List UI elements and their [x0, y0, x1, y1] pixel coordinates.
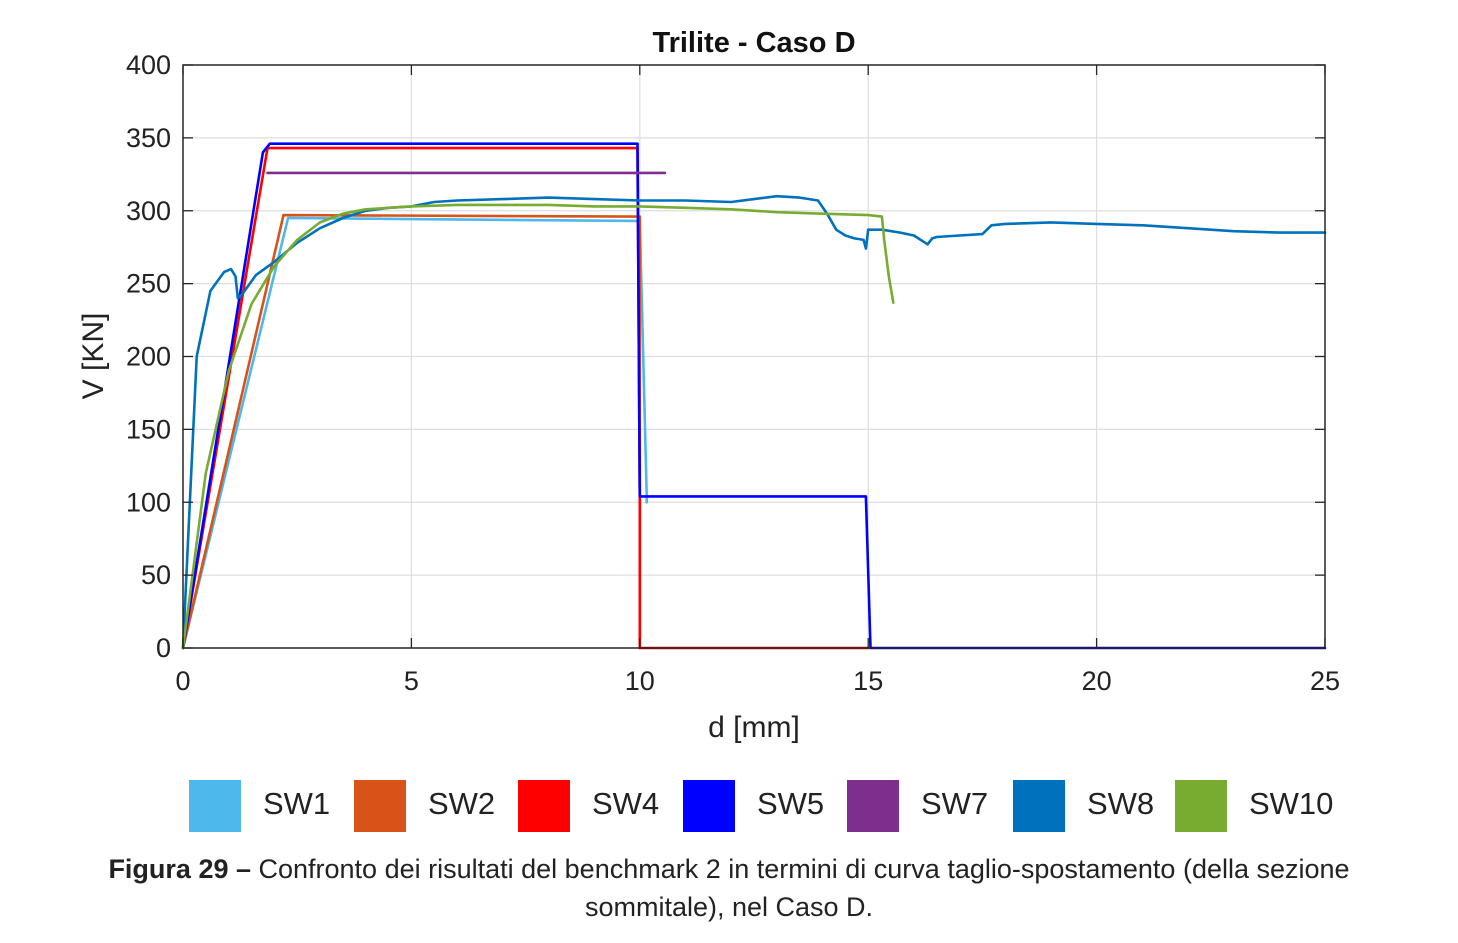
y-tick-label: 400: [126, 50, 171, 80]
y-tick-label: 50: [141, 560, 171, 590]
legend-swatch: [1175, 780, 1227, 832]
x-tick-label: 25: [1310, 666, 1340, 696]
chart-title: Trilite - Caso D: [652, 27, 855, 59]
legend-swatch: [518, 780, 570, 832]
legend-swatch: [354, 780, 406, 832]
legend-swatch: [683, 780, 735, 832]
y-tick-label: 300: [126, 196, 171, 226]
plot-area: [181, 142, 1327, 650]
legend-label: SW8: [1087, 786, 1155, 821]
y-axis-label: V [KN]: [77, 313, 110, 400]
legend-swatch: [189, 780, 241, 832]
caption-text: Confronto dei risultati del benchmark 2 …: [251, 854, 1350, 884]
caption-line2: sommitale), nel Caso D.: [584, 892, 874, 922]
legend-label: SW10: [1249, 786, 1334, 821]
legend-swatch: [1013, 780, 1065, 832]
x-tick-label: 20: [1082, 666, 1112, 696]
legend-swatch: [847, 780, 899, 832]
legend-label: SW4: [592, 786, 660, 821]
series-line-sw10: [181, 203, 895, 650]
figure-caption: Figura 29 – Confronto dei risultati del …: [0, 850, 1458, 926]
caption-label: Figura 29 –: [108, 854, 251, 884]
x-tick-label: 10: [625, 666, 655, 696]
legend-label: SW2: [428, 786, 496, 821]
x-tick-label: 15: [853, 666, 883, 696]
y-tick-label: 0: [156, 633, 171, 663]
y-tick-label: 250: [126, 269, 171, 299]
legend-label: SW7: [921, 786, 989, 821]
series-line-sw5: [181, 142, 1327, 650]
series-line-sw8: [181, 194, 1327, 650]
y-tick-label: 350: [126, 123, 171, 153]
y-tick-label: 150: [126, 414, 171, 444]
legend-label: SW5: [757, 786, 825, 821]
legend: SW1 SW2 SW4 SW5 SW7 SW8 SW10: [0, 780, 1458, 834]
grid: [183, 65, 1325, 648]
y-tick-label: 100: [126, 487, 171, 517]
series-line-sw1: [181, 216, 649, 650]
chart: Trilite - Caso D 0 5 10 15 20 250501001502002…: [77, 27, 1340, 744]
x-axis-label: d [mm]: [708, 711, 800, 744]
x-tick-label: 5: [404, 666, 419, 696]
x-tick-label: 0: [175, 666, 190, 696]
legend-label: SW1: [263, 786, 331, 821]
y-tick-label: 200: [126, 342, 171, 372]
